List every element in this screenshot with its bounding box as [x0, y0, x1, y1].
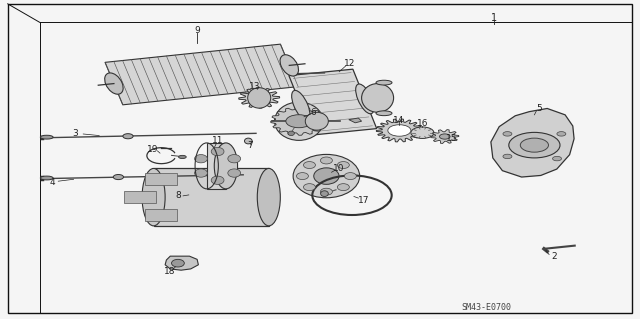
Ellipse shape — [195, 169, 207, 177]
Text: 12: 12 — [344, 59, 356, 68]
Ellipse shape — [520, 138, 548, 152]
Ellipse shape — [503, 132, 512, 136]
Ellipse shape — [503, 154, 512, 159]
Ellipse shape — [552, 156, 561, 161]
Ellipse shape — [321, 157, 332, 164]
Ellipse shape — [337, 184, 349, 190]
Ellipse shape — [411, 127, 434, 138]
Ellipse shape — [275, 102, 323, 140]
Polygon shape — [271, 107, 327, 135]
Ellipse shape — [40, 176, 53, 180]
Text: 3: 3 — [73, 129, 78, 138]
Polygon shape — [145, 209, 177, 221]
Polygon shape — [124, 191, 156, 203]
Ellipse shape — [321, 191, 328, 197]
Ellipse shape — [344, 173, 356, 180]
Polygon shape — [239, 88, 280, 108]
Ellipse shape — [314, 168, 339, 184]
Text: 6: 6 — [311, 108, 316, 117]
Ellipse shape — [293, 154, 360, 198]
Text: 17: 17 — [358, 196, 369, 205]
Text: 4: 4 — [50, 178, 55, 187]
Text: 2: 2 — [552, 252, 557, 261]
Text: 9: 9 — [195, 26, 200, 35]
Ellipse shape — [440, 134, 450, 139]
Ellipse shape — [252, 94, 267, 102]
Ellipse shape — [195, 155, 207, 163]
Ellipse shape — [376, 111, 392, 116]
Ellipse shape — [211, 147, 224, 156]
Polygon shape — [491, 108, 574, 177]
Text: 11: 11 — [212, 137, 223, 145]
Ellipse shape — [214, 143, 237, 189]
Ellipse shape — [557, 132, 566, 136]
Ellipse shape — [376, 80, 392, 85]
Polygon shape — [289, 69, 377, 135]
Ellipse shape — [388, 125, 411, 136]
Ellipse shape — [40, 135, 53, 139]
Ellipse shape — [509, 132, 560, 158]
Ellipse shape — [244, 138, 252, 144]
Ellipse shape — [228, 155, 241, 163]
Text: 18: 18 — [164, 267, 175, 276]
Text: 13: 13 — [249, 82, 260, 91]
Ellipse shape — [142, 168, 165, 226]
Ellipse shape — [257, 168, 280, 226]
Ellipse shape — [211, 176, 224, 184]
Ellipse shape — [123, 134, 133, 139]
Polygon shape — [165, 256, 198, 270]
Ellipse shape — [303, 162, 316, 168]
Ellipse shape — [303, 184, 316, 190]
Ellipse shape — [305, 112, 328, 130]
Polygon shape — [207, 143, 226, 189]
Ellipse shape — [296, 173, 308, 180]
Ellipse shape — [390, 126, 409, 135]
Text: SM43-E0700: SM43-E0700 — [461, 303, 511, 312]
Polygon shape — [349, 118, 362, 123]
Text: 5: 5 — [536, 104, 541, 113]
Text: 14: 14 — [393, 116, 404, 125]
Ellipse shape — [113, 174, 124, 180]
Ellipse shape — [356, 84, 374, 114]
Ellipse shape — [362, 84, 394, 112]
Ellipse shape — [321, 188, 332, 195]
Polygon shape — [105, 44, 298, 105]
Polygon shape — [376, 119, 422, 142]
Text: 7: 7 — [247, 141, 252, 150]
Text: 15: 15 — [446, 134, 458, 143]
Ellipse shape — [248, 88, 271, 108]
Ellipse shape — [172, 259, 184, 267]
Polygon shape — [145, 174, 177, 185]
Text: 8: 8 — [175, 191, 180, 200]
Text: 1: 1 — [491, 12, 497, 23]
Text: 16: 16 — [417, 119, 428, 128]
Ellipse shape — [280, 55, 298, 76]
Text: 10: 10 — [333, 164, 345, 173]
Ellipse shape — [337, 162, 349, 168]
Ellipse shape — [292, 90, 310, 120]
Polygon shape — [431, 130, 459, 144]
Ellipse shape — [179, 155, 186, 159]
Text: 19: 19 — [147, 145, 158, 154]
Ellipse shape — [288, 131, 294, 136]
Ellipse shape — [228, 169, 241, 177]
Ellipse shape — [286, 115, 312, 128]
Polygon shape — [154, 168, 269, 226]
Ellipse shape — [105, 73, 123, 94]
